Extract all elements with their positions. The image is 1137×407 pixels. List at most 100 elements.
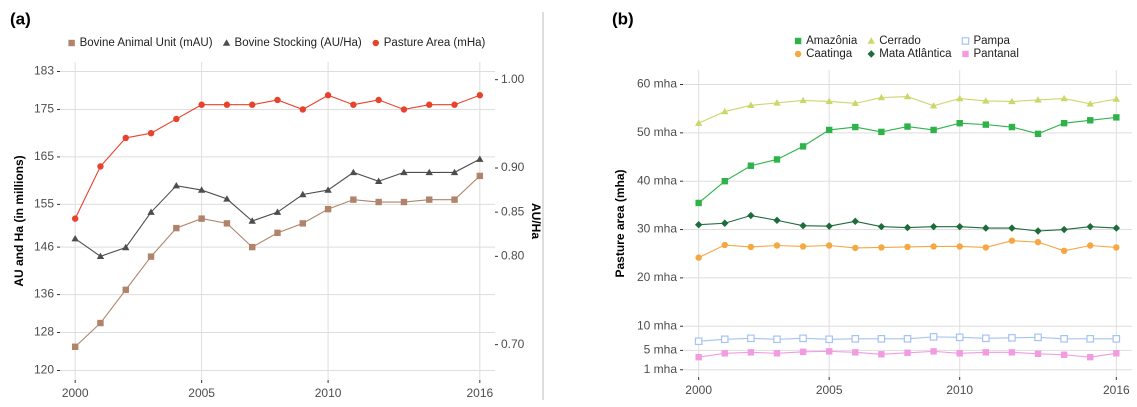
marker	[825, 126, 833, 134]
marker	[773, 99, 781, 106]
marker	[1087, 353, 1094, 361]
legend-item: Pasture Area (mHa)	[372, 37, 486, 49]
marker	[694, 119, 703, 126]
marker	[1034, 333, 1042, 342]
marker	[1008, 123, 1016, 131]
marker	[747, 211, 755, 220]
marker	[273, 208, 282, 215]
marker	[198, 101, 205, 108]
marker	[877, 222, 886, 231]
marker	[173, 115, 180, 123]
marker	[799, 348, 807, 356]
y2-tick-label: 0.85	[501, 204, 525, 218]
marker	[97, 319, 104, 327]
marker	[929, 102, 938, 109]
marker	[851, 217, 859, 226]
marker	[248, 217, 256, 224]
marker	[1008, 224, 1016, 232]
legend-swatch	[794, 37, 802, 45]
marker	[96, 252, 105, 260]
marker	[350, 101, 357, 108]
marker	[1113, 114, 1120, 121]
x-tick-label: 2010	[315, 386, 342, 400]
marker	[721, 107, 729, 115]
marker	[274, 229, 281, 237]
marker	[956, 243, 963, 250]
marker	[299, 220, 306, 227]
y-tick-label: 60 mha	[637, 77, 677, 91]
marker	[147, 129, 155, 137]
legend-label: Cerrado	[879, 35, 921, 47]
marker	[747, 349, 755, 356]
marker	[773, 350, 781, 357]
legend-item: Mata Atlântica	[867, 48, 952, 60]
marker	[375, 198, 382, 206]
marker	[877, 335, 886, 343]
x-tick-label: 2016	[466, 386, 493, 400]
marker	[1113, 350, 1120, 357]
marker	[375, 96, 382, 104]
marker	[694, 337, 703, 346]
marker	[71, 343, 79, 350]
marker	[1113, 244, 1120, 251]
marker	[1086, 222, 1094, 231]
marker	[249, 243, 256, 251]
marker	[1060, 247, 1068, 255]
marker	[400, 106, 408, 113]
marker	[223, 195, 231, 202]
marker	[451, 196, 458, 203]
marker	[1034, 350, 1042, 357]
y-tick-label: 183	[34, 64, 54, 78]
marker	[1112, 335, 1121, 343]
marker	[324, 186, 332, 193]
marker	[1060, 335, 1068, 343]
marker	[299, 190, 307, 198]
marker	[982, 97, 990, 104]
panel-label: (a)	[10, 9, 31, 28]
marker	[956, 119, 963, 127]
marker	[476, 155, 484, 162]
marker	[799, 143, 807, 150]
legend: Bovine Animal Unit (mAU) Bovine Stocking …	[68, 37, 486, 49]
legend-label: Caatinga	[806, 48, 853, 60]
marker	[982, 244, 990, 251]
x-tick-label: 2010	[946, 383, 973, 397]
marker	[1087, 242, 1094, 249]
marker	[773, 242, 781, 249]
marker	[721, 177, 728, 185]
marker	[747, 101, 755, 108]
legend-label: Mata Atlântica	[879, 48, 952, 60]
marker	[695, 353, 702, 361]
marker	[426, 196, 433, 203]
marker	[982, 121, 990, 128]
marker	[1086, 335, 1095, 343]
marker	[878, 244, 885, 251]
marker	[476, 172, 484, 180]
marker	[851, 99, 859, 107]
marker	[929, 333, 938, 341]
legend-item: Cerrado	[867, 35, 921, 47]
legend-item: Bovine Animal Unit (mAU)	[68, 37, 213, 49]
marker	[930, 243, 937, 250]
marker	[799, 243, 807, 250]
y-tick-label: 120	[34, 363, 54, 377]
marker	[721, 219, 729, 227]
y-tick-label: 136	[34, 287, 54, 301]
y2-tick-label: 0.90	[501, 160, 525, 174]
legend-label: Bovine Animal Unit (mAU)	[80, 37, 213, 49]
y-tick-label: 5 mha	[644, 343, 678, 357]
marker	[450, 168, 459, 176]
marker	[695, 254, 702, 261]
marker	[694, 221, 703, 229]
marker	[904, 123, 911, 130]
marker	[982, 334, 990, 343]
marker	[71, 215, 79, 222]
marker	[721, 241, 728, 249]
marker	[695, 199, 702, 207]
marker	[956, 222, 964, 231]
marker	[720, 335, 729, 344]
x-tick-label: 2000	[685, 383, 712, 397]
marker	[956, 94, 964, 102]
legend-label: Pasture Area (mHa)	[384, 37, 486, 49]
